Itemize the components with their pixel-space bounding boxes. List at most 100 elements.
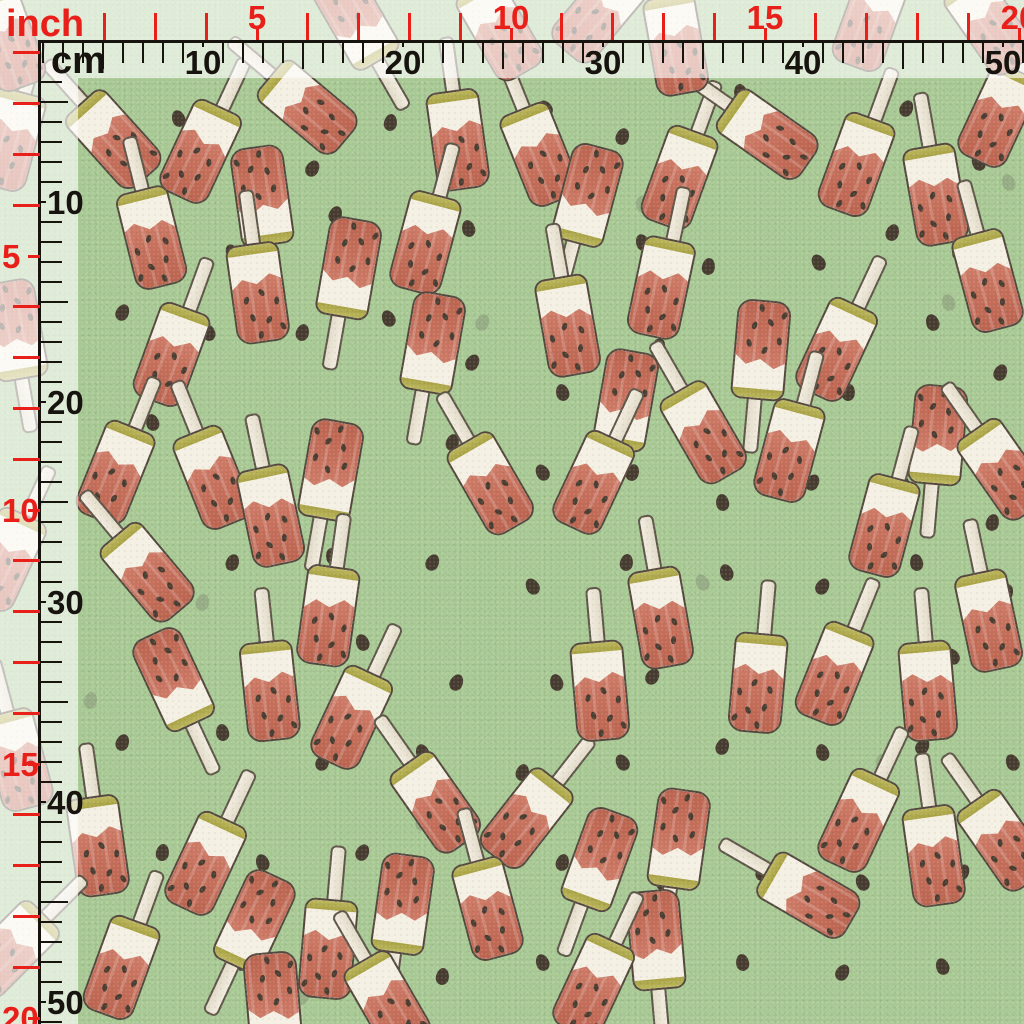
ruler-tick-cm xyxy=(41,1021,62,1023)
popsicle-body xyxy=(790,617,878,731)
flesh-seed xyxy=(850,815,859,824)
flesh-seed xyxy=(933,851,942,860)
flesh-seed xyxy=(925,876,933,885)
flesh-seed xyxy=(825,914,833,920)
popsicle-flesh xyxy=(671,401,749,487)
flesh-seed xyxy=(252,525,260,534)
ruler-tick-cm xyxy=(41,701,68,703)
ruler-tick-cm xyxy=(622,42,624,63)
flesh-seed xyxy=(406,1019,412,1024)
flesh-seed xyxy=(434,797,443,805)
flesh-seed xyxy=(594,150,599,158)
flesh-seed xyxy=(661,284,668,293)
flesh-seed xyxy=(613,161,622,170)
popsicle xyxy=(679,67,825,186)
flesh-seed xyxy=(826,927,835,936)
flesh-seed xyxy=(615,695,621,703)
ruler-tick-cm xyxy=(41,241,62,243)
flesh-seed xyxy=(407,858,415,867)
watermelon-seed xyxy=(933,956,952,977)
flesh-seed xyxy=(365,257,370,265)
popsicle-rind xyxy=(236,463,288,484)
popsicle-flesh xyxy=(734,300,790,374)
ruler-number-cm: 50 xyxy=(984,44,1022,81)
ruler-tick-cm xyxy=(322,42,324,63)
ruler-tick-cm xyxy=(1002,42,1004,47)
popsicle-rind xyxy=(535,274,586,292)
flesh-seed xyxy=(232,158,241,167)
flesh-seed xyxy=(528,161,533,169)
popsicle-body xyxy=(952,566,1024,676)
popsicle-flesh xyxy=(633,592,694,670)
flesh-seed xyxy=(247,165,255,174)
ruler-tick-inch xyxy=(13,152,40,156)
flesh-seed xyxy=(947,425,955,434)
ruler-tick-cm xyxy=(202,42,204,47)
ruler-line-horizontal xyxy=(38,40,1024,43)
popsicle-flesh xyxy=(569,805,640,888)
ruler-tick-cm xyxy=(722,42,724,63)
popsicle-flesh xyxy=(958,253,1024,334)
watermelon-seed xyxy=(294,322,311,343)
flesh-seed xyxy=(160,273,168,282)
flesh-seed xyxy=(627,828,636,837)
flesh-seed xyxy=(122,479,127,487)
ruler-tick-inch xyxy=(357,13,361,40)
ruler-tick-cm xyxy=(41,361,62,363)
flesh-seed xyxy=(754,721,760,730)
watermelon-seed xyxy=(883,222,902,243)
flesh-seed xyxy=(843,362,852,371)
watermelon-seed xyxy=(302,157,323,180)
popsicle-flesh xyxy=(550,955,625,1024)
ruler-number-inch: 20 xyxy=(2,1000,39,1024)
flesh-seed xyxy=(178,170,184,179)
flesh-seed xyxy=(975,625,981,634)
ruler-tick-inch xyxy=(28,508,40,512)
flesh-seed xyxy=(1012,647,1021,656)
flesh-seed xyxy=(316,99,325,106)
flesh-seed xyxy=(271,879,280,888)
flesh-seed xyxy=(320,129,328,135)
flesh-seed xyxy=(799,153,808,160)
flesh-seed xyxy=(426,811,433,820)
flesh-seed xyxy=(340,624,347,633)
flesh-seed xyxy=(384,861,391,870)
ruler-tick-cm xyxy=(342,42,344,63)
ruler-tick-cm xyxy=(41,461,62,463)
ruler-tick-cm xyxy=(362,42,364,63)
ruler-tick-cm xyxy=(162,42,164,63)
flesh-seed xyxy=(300,124,309,132)
ruler-tick-inch xyxy=(28,254,40,258)
flesh-seed xyxy=(92,471,99,480)
flesh-seed xyxy=(311,615,319,624)
popsicle xyxy=(237,586,303,744)
flesh-seed xyxy=(470,919,478,928)
flesh-seed xyxy=(834,671,840,680)
flesh-seed xyxy=(331,969,338,978)
ruler-tick-inch xyxy=(712,13,716,40)
flesh-seed xyxy=(320,944,329,953)
ruler-tick-inch xyxy=(13,559,40,563)
flesh-seed xyxy=(396,899,404,908)
flesh-seed xyxy=(988,616,997,625)
flesh-seed xyxy=(593,480,599,488)
popsicle-flesh xyxy=(405,291,466,369)
flesh-seed xyxy=(163,255,168,263)
flesh-seed xyxy=(998,642,1006,651)
popsicle-flesh xyxy=(847,498,913,579)
popsicle-flesh xyxy=(122,211,187,291)
flesh-seed xyxy=(599,165,606,174)
popsicle-body xyxy=(625,564,697,672)
popsicle-body xyxy=(78,911,164,1024)
flesh-seed xyxy=(648,936,657,945)
flesh-seed xyxy=(928,402,937,411)
popsicle xyxy=(369,850,437,1008)
ruler-tick-inch xyxy=(458,13,462,40)
flesh-seed xyxy=(600,998,609,1007)
flesh-seed xyxy=(720,428,727,437)
flesh-seed xyxy=(197,858,206,867)
ruler-tick-cm xyxy=(41,721,62,723)
cm-label: cm xyxy=(51,40,106,82)
ruler-tick-cm xyxy=(862,42,864,63)
